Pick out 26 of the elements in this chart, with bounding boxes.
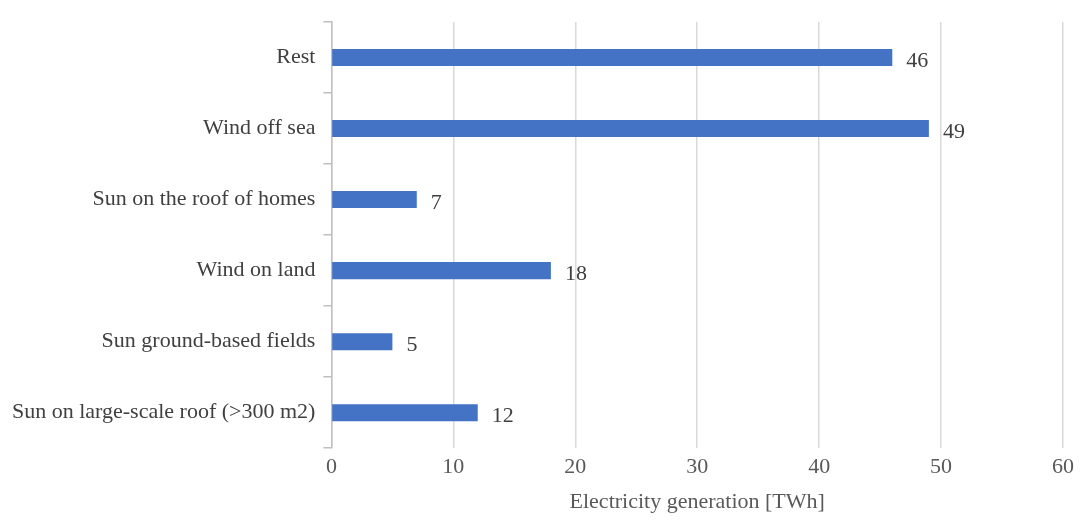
data-label: 18 — [564, 260, 587, 286]
y-tick-label: Sun on large-scale roof (>300 m2) — [11, 398, 316, 424]
bar — [332, 333, 393, 351]
x-tick-label: 0 — [325, 453, 337, 479]
bar — [332, 48, 893, 67]
data-label: 7 — [430, 189, 442, 215]
data-label: 46 — [906, 47, 929, 73]
x-tick-label: 40 — [808, 453, 831, 479]
x-tick-label: 20 — [564, 453, 587, 479]
y-tick-label: Rest — [276, 43, 316, 69]
y-tick-label: Sun on the roof of homes — [92, 185, 316, 211]
y-tick-label: Sun ground-based fields — [101, 327, 316, 353]
x-axis-title: Electricity generation [TWh] — [569, 487, 825, 513]
y-tick-label: Wind off sea — [203, 114, 316, 140]
data-label: 5 — [406, 331, 418, 357]
bar — [332, 191, 417, 209]
x-tick-label: 30 — [686, 453, 709, 479]
bar — [332, 262, 551, 280]
y-tick-label: Wind on land — [196, 256, 316, 282]
data-label: 12 — [491, 402, 514, 428]
x-tick-label: 50 — [930, 453, 953, 479]
x-tick-label: 10 — [442, 453, 465, 479]
bar — [332, 404, 478, 422]
bar — [332, 120, 929, 138]
data-label: 49 — [942, 118, 965, 144]
x-tick-label: 60 — [1052, 453, 1074, 479]
